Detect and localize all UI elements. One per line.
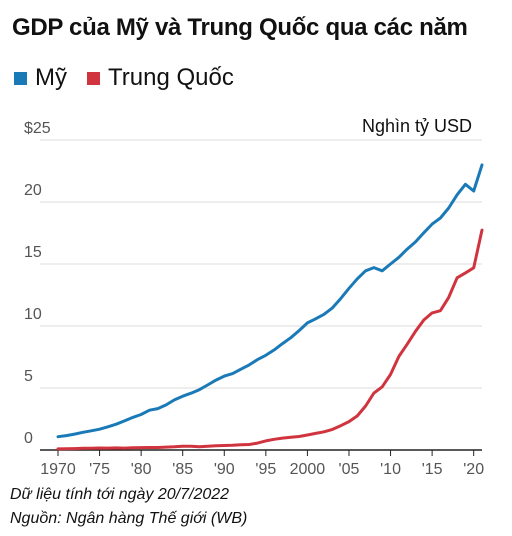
series-line-us [56, 163, 484, 439]
x-tick-label: '85 [172, 461, 193, 478]
y-tick-label: 0 [24, 430, 33, 447]
legend-item-china: Trung Quốc [87, 64, 234, 92]
legend-swatch-us [14, 71, 27, 85]
x-tick-label: '05 [339, 461, 360, 478]
x-tick-label: '75 [89, 461, 110, 478]
legend-label-china: Trung Quốc [108, 64, 234, 91]
x-tick-label: '95 [255, 461, 276, 478]
legend-swatch-china [87, 71, 100, 85]
legend-label-us: Mỹ [35, 64, 67, 91]
x-tick-label: '80 [131, 461, 152, 478]
y-tick-label: 20 [24, 182, 42, 199]
y-tick-label: 10 [24, 306, 42, 323]
chart-legend: Mỹ Trung Quốc [14, 64, 254, 92]
x-tick-label: 1970 [40, 461, 76, 478]
x-tick-label: '90 [214, 461, 235, 478]
x-tick-label: '15 [422, 461, 443, 478]
y-tick-label: 5 [24, 368, 33, 385]
y-axis-unit-label: Nghìn tỷ USD [361, 116, 472, 136]
y-tick-label: 15 [24, 244, 42, 261]
y-tick-label: $25 [24, 120, 51, 137]
x-tick-label: '10 [380, 461, 401, 478]
legend-item-us: Mỹ [14, 64, 67, 92]
x-tick-label: 2000 [290, 461, 326, 478]
footer-note: Dữ liệu tính tới ngày 20/7/2022 [10, 486, 230, 503]
chart-title: GDP của Mỹ và Trung Quốc qua các năm [12, 14, 468, 41]
x-tick-label: '20 [463, 461, 484, 478]
footer-source: Nguồn: Ngân hàng Thế giới (WB) [10, 510, 248, 527]
series-line-china [56, 228, 484, 451]
